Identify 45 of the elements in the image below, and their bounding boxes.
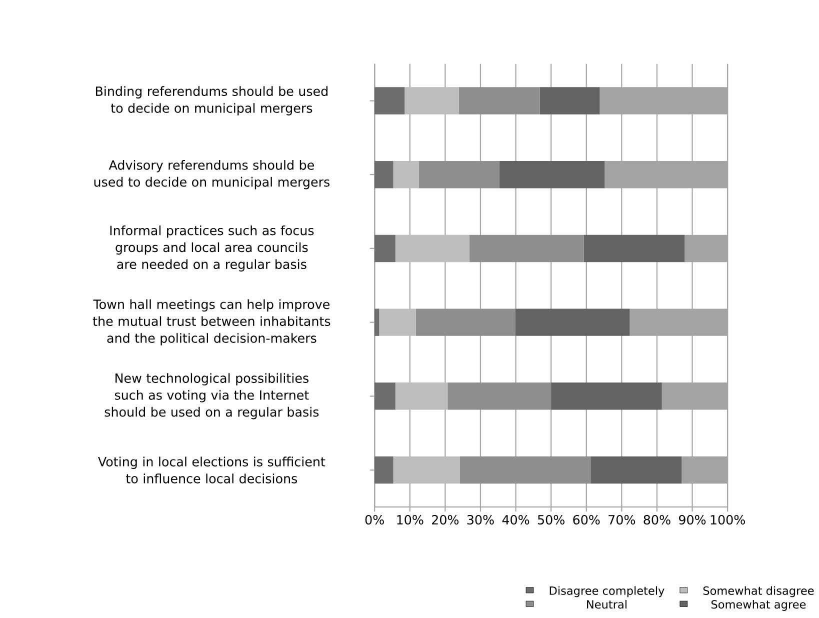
bar — [379, 308, 416, 336]
bar — [374, 235, 396, 262]
x-tick-label: 50% — [538, 515, 564, 525]
bar — [393, 456, 460, 484]
bar — [500, 161, 605, 188]
legend-label: Somewhat disagree — [703, 586, 814, 598]
legend-label: Somewhat agree — [711, 600, 806, 611]
x-tick-label: 80% — [644, 515, 670, 525]
y-tick-label: Advisory referendums should be used to decide on municipal mergers — [94, 160, 330, 190]
y-tick-label: New technological possibilities such as voting via the Internet should be used on a regular basis — [104, 373, 319, 420]
bar — [374, 308, 380, 336]
bar — [470, 235, 584, 262]
x-tick-label: 30% — [467, 515, 494, 525]
bar — [551, 382, 662, 410]
y-tick-label: Binding referendums should be used to decide on municipal mergers — [96, 86, 328, 116]
bar — [540, 87, 600, 115]
x-tick-label: 10% — [397, 515, 424, 525]
bar — [393, 161, 419, 188]
x-tick-label: 90% — [678, 515, 706, 525]
bar — [395, 382, 448, 410]
bar — [374, 382, 396, 410]
bar — [374, 161, 394, 188]
bar — [416, 308, 516, 336]
x-tick-label: 100% — [710, 515, 745, 525]
x-tick-label: 70% — [608, 515, 636, 525]
bar — [418, 161, 500, 188]
y-tick-label: Voting in local elections is sufficient to influence local decisions — [98, 456, 326, 484]
bar — [515, 308, 630, 336]
bar — [584, 235, 685, 262]
bar — [374, 87, 405, 115]
x-tick-label: 0% — [365, 515, 384, 525]
bar — [590, 456, 682, 484]
x-tick-label: 40% — [502, 515, 530, 525]
y-tick-label: Town hall meetings can help improve the mutual trust between inhabitants and the political decision-makers — [92, 299, 330, 346]
bar — [460, 456, 591, 484]
bar — [458, 87, 540, 115]
bar — [448, 382, 552, 410]
x-tick-label: 60% — [573, 515, 600, 525]
text: Neutral — [587, 600, 626, 609]
bar — [374, 456, 394, 484]
x-tick-label: 20% — [432, 515, 459, 525]
bar — [404, 87, 459, 115]
legend-label: Disagree completely — [550, 586, 664, 598]
bar — [395, 235, 470, 262]
y-tick-label: Informal practices such as focus groups and local area councils are needed on a regular basis — [110, 226, 314, 272]
